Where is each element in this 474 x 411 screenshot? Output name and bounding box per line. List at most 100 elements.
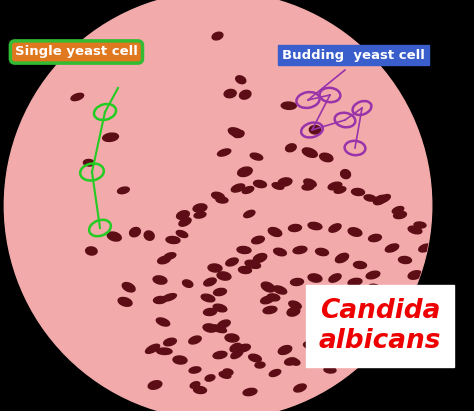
Ellipse shape <box>164 253 176 259</box>
Ellipse shape <box>285 358 297 365</box>
Ellipse shape <box>86 247 97 255</box>
Ellipse shape <box>364 381 376 388</box>
Ellipse shape <box>385 244 399 252</box>
Ellipse shape <box>173 356 187 364</box>
Ellipse shape <box>324 367 336 373</box>
Ellipse shape <box>118 187 129 194</box>
Ellipse shape <box>166 236 180 244</box>
Ellipse shape <box>253 254 267 263</box>
Ellipse shape <box>414 356 426 364</box>
Ellipse shape <box>233 130 244 138</box>
Ellipse shape <box>393 211 406 219</box>
Ellipse shape <box>144 231 154 240</box>
Ellipse shape <box>244 210 255 217</box>
Ellipse shape <box>162 293 176 301</box>
Ellipse shape <box>302 148 317 157</box>
Ellipse shape <box>289 301 301 309</box>
Ellipse shape <box>273 248 286 256</box>
Ellipse shape <box>122 282 135 292</box>
Ellipse shape <box>237 344 250 352</box>
Ellipse shape <box>190 382 200 388</box>
Ellipse shape <box>443 301 457 309</box>
Ellipse shape <box>432 241 444 247</box>
Text: Budding  yeast cell: Budding yeast cell <box>282 48 425 62</box>
Ellipse shape <box>263 306 277 314</box>
Ellipse shape <box>393 314 406 322</box>
Ellipse shape <box>154 296 166 304</box>
Ellipse shape <box>212 32 223 40</box>
Ellipse shape <box>316 248 328 256</box>
Ellipse shape <box>226 258 238 266</box>
Ellipse shape <box>156 318 170 326</box>
Ellipse shape <box>189 367 201 373</box>
Ellipse shape <box>214 289 227 296</box>
Ellipse shape <box>243 388 257 396</box>
Ellipse shape <box>213 351 227 359</box>
Ellipse shape <box>442 327 454 333</box>
Ellipse shape <box>255 362 265 368</box>
Ellipse shape <box>333 386 347 394</box>
Ellipse shape <box>348 278 362 286</box>
Ellipse shape <box>261 282 275 292</box>
Ellipse shape <box>231 184 245 192</box>
Ellipse shape <box>107 232 121 241</box>
Ellipse shape <box>272 183 284 189</box>
Ellipse shape <box>239 90 251 99</box>
Ellipse shape <box>374 195 387 205</box>
Ellipse shape <box>156 348 172 355</box>
Ellipse shape <box>219 372 231 378</box>
Ellipse shape <box>177 211 189 219</box>
Ellipse shape <box>203 309 217 316</box>
Text: Single yeast cell: Single yeast cell <box>15 46 138 58</box>
Ellipse shape <box>193 386 207 393</box>
Ellipse shape <box>237 167 252 177</box>
Ellipse shape <box>411 301 425 309</box>
Ellipse shape <box>204 278 216 286</box>
Ellipse shape <box>378 194 391 203</box>
Ellipse shape <box>182 280 193 287</box>
Ellipse shape <box>364 195 376 201</box>
Ellipse shape <box>287 307 300 316</box>
Ellipse shape <box>416 286 428 294</box>
Ellipse shape <box>310 125 321 134</box>
Ellipse shape <box>213 304 227 312</box>
Ellipse shape <box>269 369 281 376</box>
Ellipse shape <box>189 336 201 344</box>
Ellipse shape <box>434 307 446 314</box>
Ellipse shape <box>311 304 325 312</box>
Ellipse shape <box>193 204 207 212</box>
Ellipse shape <box>390 347 400 353</box>
Ellipse shape <box>393 371 407 379</box>
Ellipse shape <box>384 362 396 368</box>
Ellipse shape <box>153 276 167 284</box>
Ellipse shape <box>218 149 231 156</box>
Ellipse shape <box>285 144 296 152</box>
Ellipse shape <box>408 226 422 234</box>
Ellipse shape <box>252 236 264 244</box>
Ellipse shape <box>360 352 370 358</box>
Ellipse shape <box>228 128 244 137</box>
Ellipse shape <box>176 231 188 238</box>
Ellipse shape <box>158 256 170 264</box>
Ellipse shape <box>341 170 350 179</box>
Ellipse shape <box>103 133 118 141</box>
Ellipse shape <box>374 326 387 335</box>
Ellipse shape <box>194 212 206 218</box>
Ellipse shape <box>369 234 382 242</box>
Ellipse shape <box>225 334 239 342</box>
Ellipse shape <box>261 296 273 304</box>
Ellipse shape <box>428 341 442 349</box>
Ellipse shape <box>179 218 191 226</box>
Ellipse shape <box>71 93 83 101</box>
Ellipse shape <box>354 261 366 268</box>
Ellipse shape <box>290 359 300 365</box>
Text: Candida
albicans: Candida albicans <box>319 298 441 354</box>
Ellipse shape <box>356 304 369 312</box>
Ellipse shape <box>308 222 322 230</box>
Ellipse shape <box>319 153 333 162</box>
Ellipse shape <box>328 344 342 352</box>
Ellipse shape <box>304 179 316 187</box>
Ellipse shape <box>366 271 380 279</box>
Ellipse shape <box>392 206 404 213</box>
Ellipse shape <box>208 264 222 272</box>
